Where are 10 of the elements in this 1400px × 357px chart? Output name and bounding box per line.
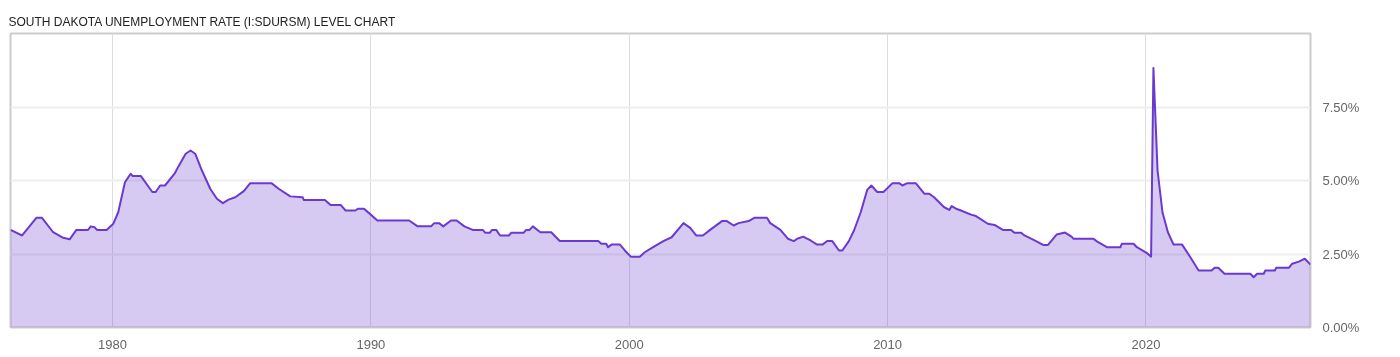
x-tick-label: 2010 bbox=[873, 336, 903, 352]
y-tick-label: 2.50% bbox=[1322, 246, 1360, 262]
x-tick-label: 1980 bbox=[98, 336, 128, 352]
x-tick-label: 1990 bbox=[356, 336, 386, 352]
chart-title: SOUTH DAKOTA UNEMPLOYMENT RATE (I:SDURSM) LEVEL CHART bbox=[8, 14, 396, 29]
y-tick-label: 0.00% bbox=[1322, 320, 1360, 335]
x-tick-label: 2000 bbox=[614, 336, 644, 352]
x-tick-label: 2020 bbox=[1131, 336, 1161, 352]
y-tick-label: 5.00% bbox=[1322, 173, 1360, 188]
y-tick-label: 7.50% bbox=[1322, 99, 1360, 115]
